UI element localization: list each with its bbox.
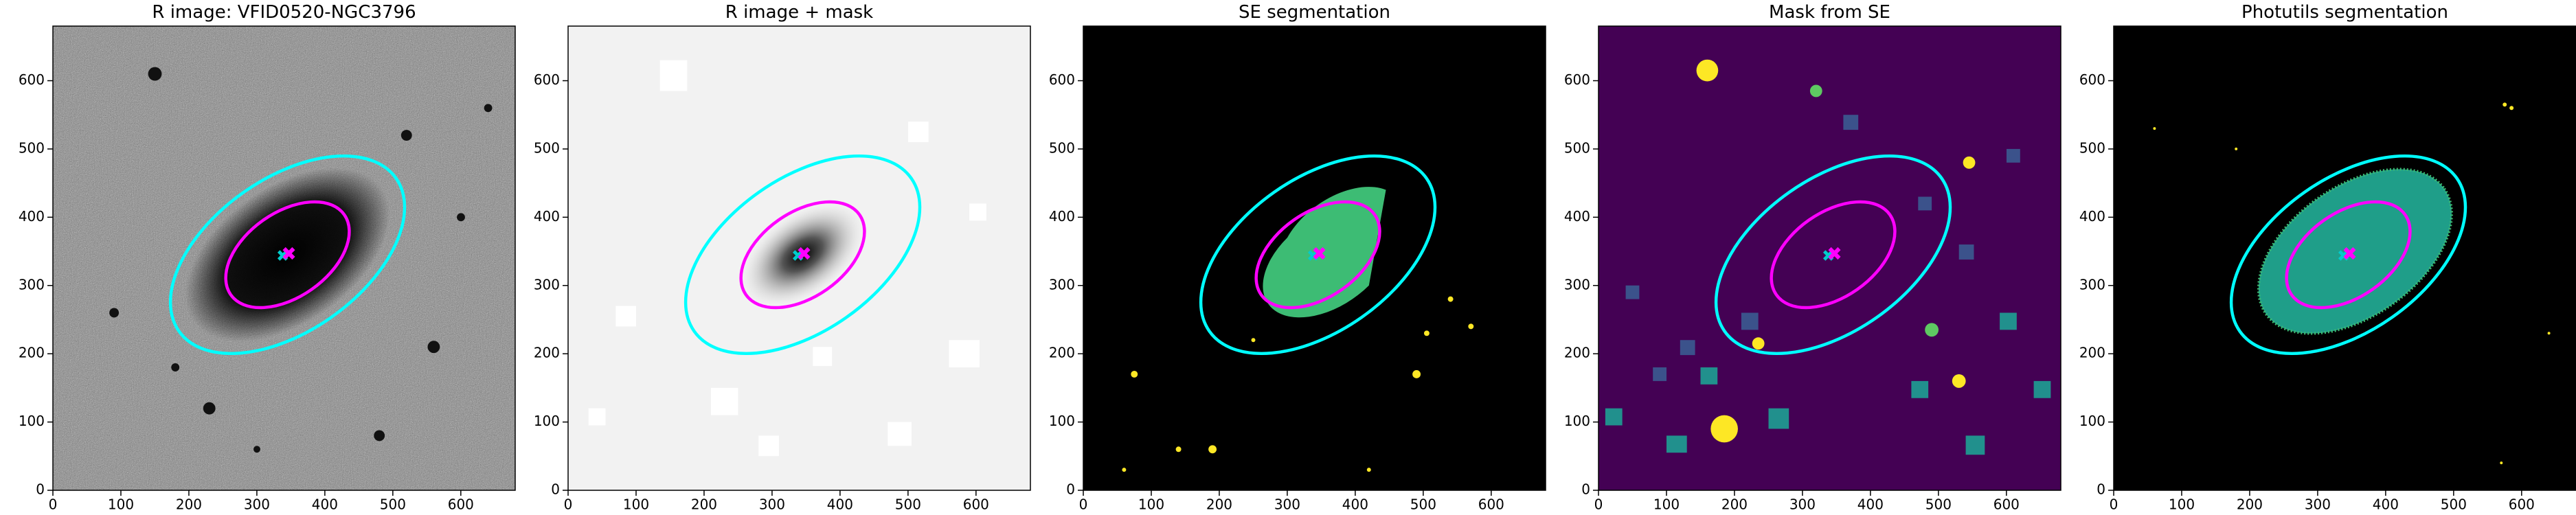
x-tick-label: 200 xyxy=(691,496,717,513)
panel-title: R image + mask xyxy=(725,2,874,23)
x-tick-label: 500 xyxy=(2441,496,2467,513)
image-panel xyxy=(568,26,1031,490)
y-tick-label: 0 xyxy=(551,481,560,498)
image-panel xyxy=(1598,26,2061,490)
y-tick-label: 0 xyxy=(1066,481,1075,498)
y-tick-label: 100 xyxy=(19,413,45,429)
y-tick-label: 0 xyxy=(1581,481,1590,498)
x-tick-label: 600 xyxy=(1993,496,2020,513)
y-tick-label: 400 xyxy=(19,208,45,225)
y-tick-label: 500 xyxy=(1049,139,1075,156)
x-tick-label: 0 xyxy=(49,496,58,513)
y-tick-label: 500 xyxy=(1564,139,1590,156)
y-tick-label: 100 xyxy=(2079,413,2105,429)
y-tick-label: 500 xyxy=(19,139,45,156)
y-tick-label: 600 xyxy=(19,71,45,88)
y-tick-label: 500 xyxy=(2079,139,2105,156)
x-tick-label: 200 xyxy=(1206,496,1232,513)
x-tick-label: 300 xyxy=(759,496,785,513)
y-tick-label: 200 xyxy=(2079,345,2105,361)
image-panel xyxy=(2114,26,2576,490)
image-panel xyxy=(53,26,516,490)
y-tick-label: 400 xyxy=(2079,208,2105,225)
x-tick-label: 100 xyxy=(623,496,649,513)
y-tick-label: 100 xyxy=(1564,413,1590,429)
axes-frame xyxy=(1083,25,1546,491)
y-tick-label: 0 xyxy=(36,481,45,498)
axes-frame xyxy=(567,25,1031,491)
panel-title: Photutils segmentation xyxy=(2241,2,2448,23)
axes-frame xyxy=(1598,25,2061,491)
y-tick-label: 600 xyxy=(2079,71,2105,88)
x-tick-label: 100 xyxy=(1653,496,1680,513)
x-tick-label: 100 xyxy=(108,496,134,513)
y-tick-label: 300 xyxy=(1564,276,1590,293)
x-tick-label: 600 xyxy=(1478,496,1504,513)
y-tick-label: 100 xyxy=(534,413,560,429)
y-tick-label: 100 xyxy=(1049,413,1075,429)
x-tick-label: 400 xyxy=(1342,496,1368,513)
y-tick-label: 300 xyxy=(2079,276,2105,293)
x-tick-label: 300 xyxy=(2305,496,2331,513)
panel-title: R image: VFID0520-NGC3796 xyxy=(152,2,416,23)
y-tick-label: 300 xyxy=(19,276,45,293)
x-tick-label: 500 xyxy=(1410,496,1436,513)
y-tick-label: 600 xyxy=(1564,71,1590,88)
x-tick-label: 300 xyxy=(244,496,270,513)
x-tick-label: 600 xyxy=(963,496,989,513)
x-tick-label: 0 xyxy=(1594,496,1603,513)
y-tick-label: 200 xyxy=(1564,345,1590,361)
x-tick-label: 500 xyxy=(1925,496,1952,513)
image-panel xyxy=(1083,26,1546,490)
x-tick-label: 200 xyxy=(176,496,202,513)
y-tick-label: 300 xyxy=(1049,276,1075,293)
y-tick-label: 200 xyxy=(19,345,45,361)
axes-frame xyxy=(52,25,516,491)
x-tick-label: 0 xyxy=(2110,496,2119,513)
x-tick-label: 100 xyxy=(1138,496,1164,513)
x-tick-label: 200 xyxy=(2237,496,2263,513)
panel-title: SE segmentation xyxy=(1239,2,1390,23)
y-tick-label: 200 xyxy=(534,345,560,361)
y-tick-label: 0 xyxy=(2097,481,2105,498)
y-tick-label: 300 xyxy=(534,276,560,293)
y-tick-label: 400 xyxy=(1564,208,1590,225)
y-tick-label: 400 xyxy=(534,208,560,225)
y-tick-label: 600 xyxy=(534,71,560,88)
panel-title: Mask from SE xyxy=(1769,2,1890,23)
y-tick-label: 500 xyxy=(534,139,560,156)
x-tick-label: 600 xyxy=(2509,496,2535,513)
x-tick-label: 0 xyxy=(1079,496,1088,513)
x-tick-label: 400 xyxy=(312,496,338,513)
x-tick-label: 100 xyxy=(2169,496,2195,513)
x-tick-label: 300 xyxy=(1789,496,1816,513)
x-tick-label: 400 xyxy=(1857,496,1884,513)
x-tick-label: 200 xyxy=(1721,496,1748,513)
x-tick-label: 500 xyxy=(380,496,406,513)
x-tick-label: 0 xyxy=(564,496,573,513)
x-tick-label: 400 xyxy=(2373,496,2399,513)
x-tick-label: 500 xyxy=(895,496,921,513)
x-tick-label: 600 xyxy=(448,496,474,513)
x-tick-label: 400 xyxy=(827,496,853,513)
x-tick-label: 300 xyxy=(1274,496,1300,513)
y-tick-label: 600 xyxy=(1049,71,1075,88)
axes-frame xyxy=(2113,25,2576,491)
y-tick-label: 200 xyxy=(1049,345,1075,361)
y-tick-label: 400 xyxy=(1049,208,1075,225)
